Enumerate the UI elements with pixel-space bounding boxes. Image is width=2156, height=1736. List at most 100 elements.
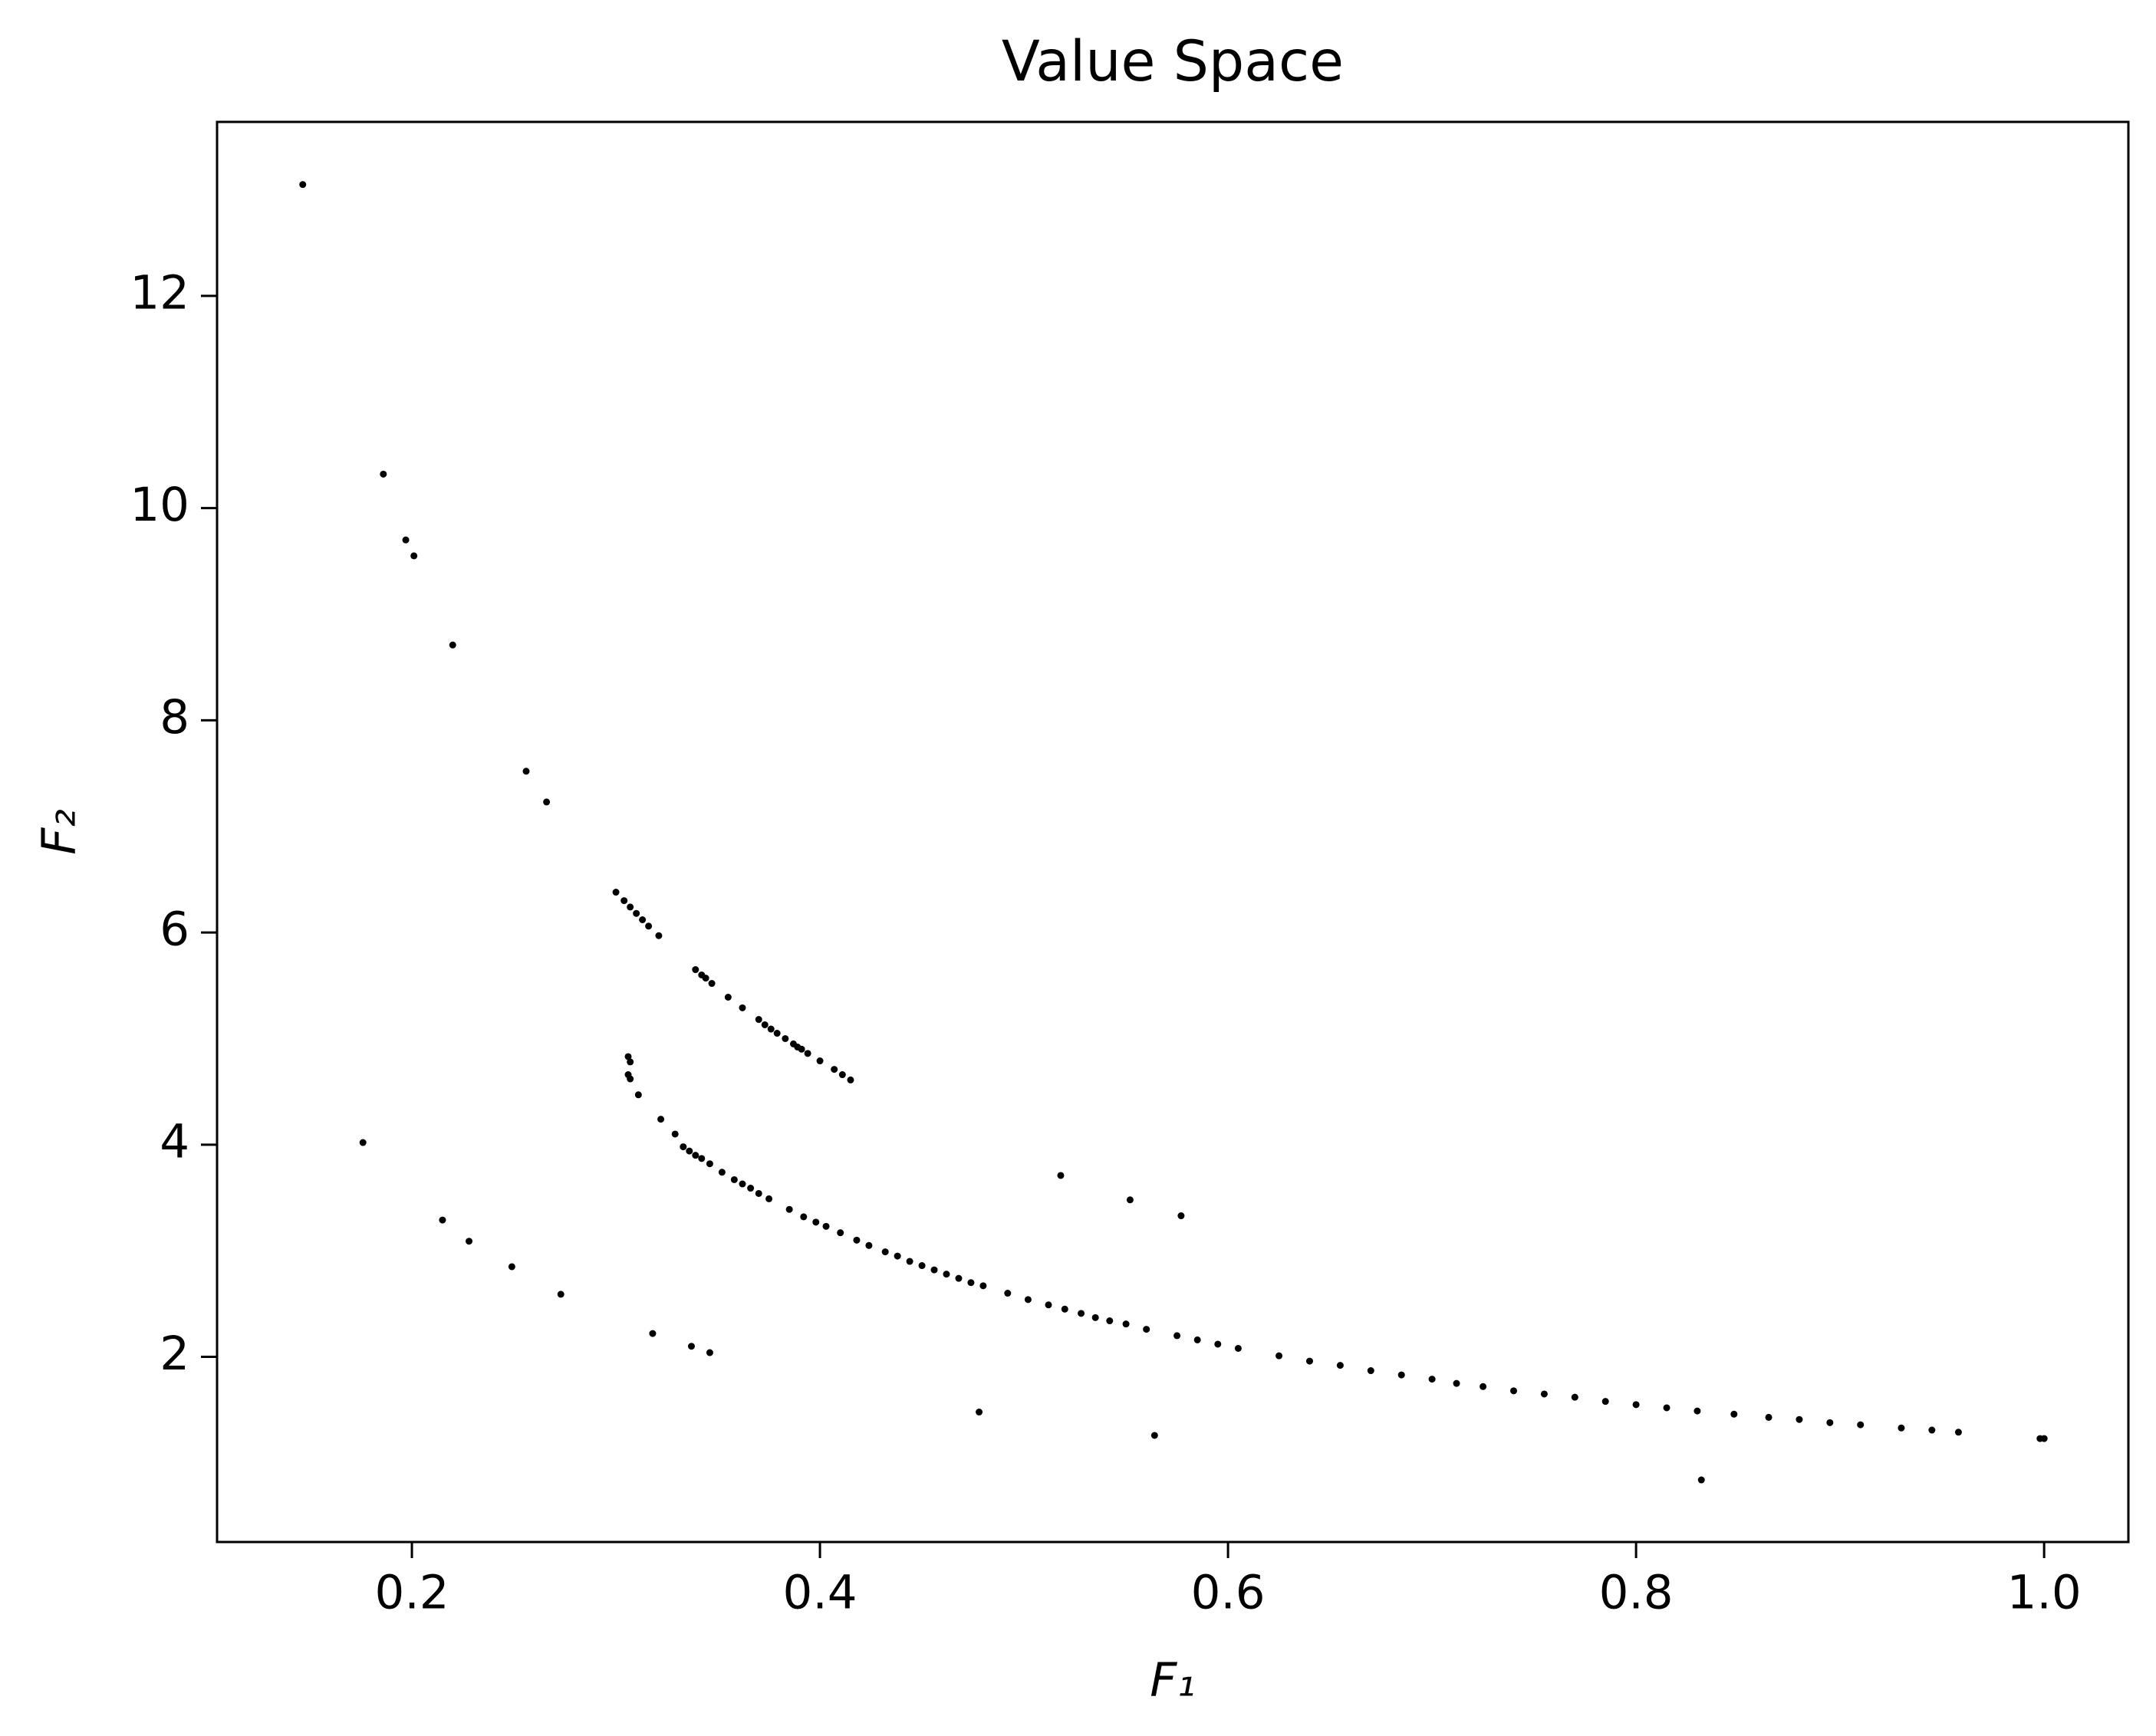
scatter-point: [800, 1213, 808, 1221]
scatter-point: [671, 1130, 679, 1138]
scatter-point: [1928, 1426, 1936, 1434]
scatter-point: [557, 1290, 565, 1298]
scatter-point: [1510, 1387, 1518, 1395]
x-tick-label: 1.0: [2007, 1566, 2082, 1620]
y-tick-label: 10: [130, 478, 189, 532]
scatter-point: [686, 1147, 693, 1155]
scatter-point: [1091, 1314, 1099, 1321]
scatter-point: [1765, 1413, 1773, 1421]
scatter-point: [1397, 1371, 1405, 1379]
scatter-point: [359, 1139, 367, 1146]
scatter-point: [767, 1025, 775, 1033]
scatter-point: [702, 975, 709, 982]
scatter-point: [1177, 1212, 1185, 1220]
scatter-point: [708, 980, 716, 988]
scatter-point: [706, 1160, 713, 1168]
scatter-point: [967, 1279, 975, 1287]
scatter-point: [761, 1021, 769, 1028]
scatter-point: [739, 1004, 746, 1011]
scatter-point: [798, 1045, 805, 1053]
scatter-point: [1601, 1398, 1609, 1406]
scatter-point: [380, 470, 387, 478]
scatter-point: [645, 922, 653, 930]
scatter-point: [1571, 1393, 1578, 1401]
scatter-point: [1453, 1379, 1460, 1387]
scatter-point: [1057, 1172, 1065, 1179]
scatter-point: [865, 1241, 873, 1249]
scatter-point: [680, 1143, 687, 1151]
scatter-point: [627, 903, 634, 911]
plot-frame: [216, 120, 2130, 1544]
scatter-point: [633, 909, 640, 917]
y-tick-label: 2: [160, 1327, 189, 1381]
scatter-point: [1045, 1301, 1052, 1309]
x-tick-label: 0.2: [375, 1566, 449, 1620]
x-tick-label: 0.6: [1191, 1566, 1266, 1620]
scatter-point: [773, 1030, 781, 1037]
scatter-point: [782, 1034, 789, 1042]
scatter-point: [1061, 1305, 1068, 1313]
scatter-point: [747, 1185, 755, 1192]
scatter-point: [649, 1330, 657, 1337]
scatter-point: [2040, 1435, 2048, 1442]
scatter-point: [1193, 1336, 1201, 1343]
y-axis-label: F₂: [32, 809, 87, 855]
scatter-point: [730, 1175, 738, 1183]
x-tick-label: 0.8: [1599, 1566, 1674, 1620]
scatter-point: [466, 1238, 473, 1245]
scatter-point: [724, 994, 732, 1001]
scatter-point: [1305, 1357, 1313, 1365]
scatter-point: [755, 1189, 762, 1197]
scatter-point: [881, 1248, 889, 1256]
scatter-point: [639, 916, 647, 923]
scatter-point: [831, 1066, 838, 1073]
scatter-point: [655, 932, 663, 939]
scatter-point: [522, 768, 530, 775]
scatter-point: [918, 1262, 926, 1270]
scatter-point: [804, 1050, 811, 1057]
scatter-point: [1106, 1317, 1114, 1325]
scatter-point: [692, 966, 699, 974]
scatter-point: [1367, 1367, 1374, 1375]
scatter-point: [837, 1229, 844, 1237]
scatter-point: [930, 1266, 938, 1274]
scatter-point: [812, 1218, 820, 1226]
scatter-point: [1857, 1421, 1865, 1429]
scatter-point: [449, 641, 456, 649]
scatter-point: [1826, 1419, 1834, 1426]
scatter-point: [838, 1071, 846, 1079]
scatter-point: [847, 1076, 854, 1083]
x-axis-label: F₁: [1150, 1653, 1196, 1708]
y-tick-label: 6: [160, 903, 189, 957]
scatter-point: [1428, 1376, 1436, 1383]
scatter-point: [1540, 1390, 1548, 1398]
y-tick-label: 12: [130, 266, 189, 321]
scatter-point: [1234, 1344, 1242, 1352]
scatter-point: [1024, 1296, 1032, 1304]
scatter-point: [765, 1195, 773, 1202]
scatter-point: [687, 1343, 695, 1350]
scatter-point: [976, 1409, 983, 1416]
scatter-point: [1143, 1326, 1150, 1333]
y-tick-label: 4: [160, 1114, 189, 1169]
scatter-point: [1730, 1410, 1738, 1418]
scatter-point: [1126, 1196, 1134, 1204]
scatter-point: [1275, 1352, 1283, 1360]
scatter-point: [439, 1216, 446, 1224]
scatter-point: [1954, 1429, 1962, 1436]
scatter-point: [627, 1058, 634, 1066]
scatter-point: [894, 1252, 901, 1260]
scatter-point: [698, 1155, 706, 1162]
scatter-point: [508, 1263, 515, 1271]
scatter-point: [620, 897, 628, 905]
scatter-point: [906, 1258, 913, 1265]
scatter-point: [1214, 1340, 1222, 1348]
scatter-point: [785, 1205, 793, 1213]
scatter-point: [692, 1152, 699, 1159]
scatter-point: [706, 1349, 713, 1356]
scatter-point: [739, 1180, 746, 1188]
scatter-point: [816, 1057, 824, 1065]
scatter-point: [822, 1222, 830, 1230]
scatter-point: [1796, 1415, 1803, 1423]
